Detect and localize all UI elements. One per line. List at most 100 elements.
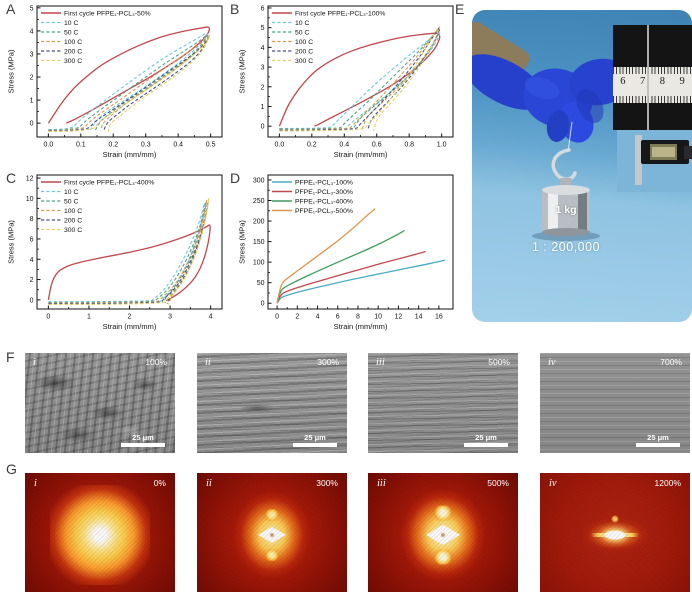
saxs-strain-label: 0%: [153, 478, 166, 488]
ruler-number: 9: [679, 76, 685, 87]
caliper-inset: [617, 130, 692, 192]
stress-strain-chart-a: 0.0 0.1 0.2 0.3 0.4 0.5 0 1 2 3 4 5 Strain (mm/mm) St…: [7, 5, 223, 159]
y-tick-label: 2: [30, 75, 34, 82]
caliper-jaw: [635, 135, 642, 185]
series-PFPE₁-PCL₃-100%: [276, 259, 446, 304]
y-tick-label: 10: [26, 196, 34, 203]
scalebar: [464, 443, 508, 447]
scalebar-label: 25 μm: [132, 433, 154, 442]
x-tick-label: 6: [336, 314, 340, 321]
scattering-core: [258, 526, 286, 543]
scalebar: [636, 443, 680, 447]
legend-label: 200 C: [64, 48, 82, 55]
x-tick-label: 0.8: [404, 142, 414, 149]
series-First cycle PFPE₁-PCL₃-400%: [47, 224, 211, 302]
y-tick-label: 5: [30, 5, 34, 12]
legend-label: First cycle PFPE₁-PCL₃-400%: [64, 179, 154, 186]
scattering-lobe: [434, 549, 452, 565]
x-tick-label: 2: [128, 314, 132, 321]
x-tick-label: 16: [435, 314, 443, 321]
y-tick-label: 5: [261, 25, 265, 32]
legend-label: 300 C: [295, 58, 313, 65]
panel-letter-d: D: [230, 170, 241, 186]
x-tick-label: 0.3: [141, 142, 151, 149]
scalebar: [293, 443, 337, 447]
saxs-index-label: i: [34, 478, 37, 489]
stress-strain-chart-d: 0 2 4 6 8 10 12 14 16 0 50 100 150 200 250 300 Strain (m…: [238, 174, 454, 331]
series-200 C: [48, 36, 210, 132]
saxs-index-label: iv: [549, 478, 557, 489]
x-tick-label: 0.6: [372, 142, 382, 149]
legend-label: First cycle PFPE₁-PCL₃-50%: [64, 10, 151, 17]
series-First cycle PFPE₁-PCL₃-100%: [278, 32, 441, 127]
panel-letter-f: F: [6, 349, 15, 365]
legend-label: 100 C: [64, 39, 82, 46]
y-tick-label: 4: [30, 28, 34, 35]
y-tick-label: 150: [253, 239, 265, 246]
y-tick-label: 3: [30, 51, 34, 58]
scattering-core: [605, 530, 625, 540]
caliper-thumbwheel: [684, 146, 692, 159]
y-tick-label: 300: [253, 177, 265, 184]
series-PFPE₁-PCL₃-500%: [276, 208, 376, 304]
y-tick-label: 4: [30, 257, 34, 264]
ruler-band: 6 7 8 9: [613, 67, 692, 103]
demonstration-photo: 1 kg 1 : 200,000 6 7 8 9: [472, 10, 692, 322]
series-100 C: [279, 28, 440, 131]
saxs-strain-label: 300%: [316, 478, 338, 488]
sem-image-ii: ii 300% 25 μm: [197, 353, 347, 453]
y-tick-label: 1: [261, 104, 265, 111]
x-tick-label: 14: [415, 314, 423, 321]
sem-image-iii: iii 500% 25 μm: [368, 353, 518, 453]
saxs-strain-label: 1200%: [654, 478, 681, 488]
series-50 C: [48, 201, 207, 303]
scattering-core: [93, 527, 107, 542]
series-300 C: [279, 26, 440, 132]
series-300 C: [48, 197, 210, 306]
series-100 C: [48, 199, 208, 304]
y-tick-label: 50: [257, 280, 265, 287]
scattering-lobe: [265, 508, 279, 521]
scalebar: [121, 443, 165, 447]
series-PFPE₁-PCL₃-300%: [276, 250, 426, 304]
ruler-ticks: [613, 67, 692, 74]
y-tick-label: 200: [253, 219, 265, 226]
sem-strain-label: 700%: [660, 357, 682, 367]
sem-strain-label: 100%: [145, 357, 167, 367]
legend-label: 100 C: [64, 208, 82, 215]
x-tick-label: 0.0: [274, 142, 284, 149]
scattering-lobe: [265, 548, 279, 561]
sem-image-iv: iv 700% 25 μm: [540, 353, 690, 453]
x-axis-label: Strain (mm/mm): [103, 150, 157, 159]
legend-label: 50 C: [295, 29, 309, 36]
sem-strain-label: 500%: [488, 357, 510, 367]
y-tick-label: 0: [261, 124, 265, 131]
y-tick-label: 6: [261, 5, 265, 12]
legend-label: 200 C: [64, 217, 82, 224]
stress-strain-chart-b: 0.0 0.2 0.4 0.6 0.8 1.0 0 1 2 3 4 5 6 Strain (mm/mm) S…: [238, 5, 454, 159]
y-tick-label: 4: [261, 45, 265, 52]
x-tick-label: 0.4: [173, 142, 183, 149]
legend-label: PFPE₁-PCL₃-400%: [295, 198, 353, 205]
one-kg-weight: [532, 178, 600, 241]
x-tick-label: 3: [168, 314, 172, 321]
series-10 C: [48, 32, 209, 131]
legend-label: PFPE₁-PCL₃-300%: [295, 189, 353, 196]
x-tick-label: 8: [356, 314, 360, 321]
series-PFPE₁-PCL₃-400%: [276, 229, 405, 304]
x-axis-label: Strain (mm/mm): [334, 150, 388, 159]
scattering-pattern-iii: iii 500%: [368, 473, 518, 592]
x-tick-label: 12: [395, 314, 403, 321]
x-tick-label: 4: [316, 314, 320, 321]
y-tick-label: 0: [30, 297, 34, 304]
y-tick-label: 8: [30, 216, 34, 223]
legend-label: First cycle PFPE₁-PCL₃-100%: [295, 10, 385, 17]
y-axis-label: Stress (MPa): [238, 220, 247, 264]
x-tick-label: 0.4: [339, 142, 349, 149]
series-300 C: [48, 34, 211, 133]
sem-index-label: iii: [376, 357, 385, 368]
series-200 C: [279, 27, 441, 131]
y-tick-label: 0: [261, 301, 265, 308]
y-tick-label: 0: [30, 121, 34, 128]
